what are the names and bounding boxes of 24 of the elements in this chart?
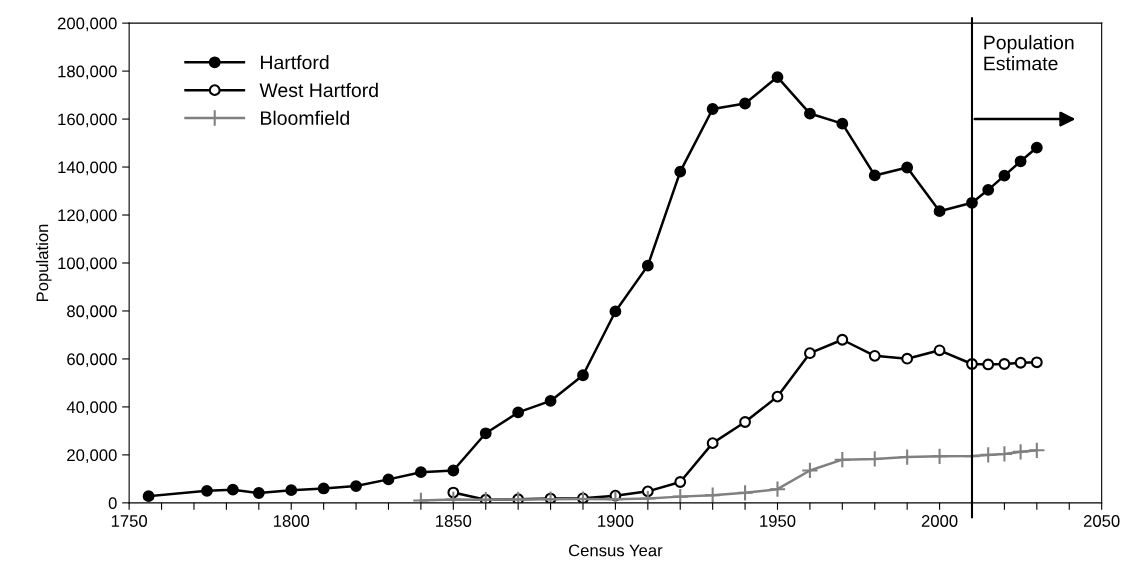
ref-line-label: Population Estimate [984, 35, 1074, 71]
y-tick-label: 60,000 [67, 353, 117, 368]
y-tick-label: 0 [108, 497, 117, 510]
x-tick-label: 1750 [111, 515, 148, 527]
y-tick-label: 120,000 [58, 209, 117, 224]
y-tick-label: 140,000 [58, 161, 117, 176]
y-tick-label: 100,000 [58, 257, 117, 272]
x-tick-label: 2050 [1083, 515, 1120, 527]
x-tick-label: 1850 [436, 515, 472, 527]
legend-label: West Hartford [259, 82, 378, 98]
x-tick-label: 2000 [921, 515, 958, 527]
y-tick-label: 20,000 [67, 449, 117, 464]
y-tick-label: 80,000 [67, 305, 117, 320]
x-tick-label: 1900 [598, 515, 634, 527]
legend-label: Bloomfield [261, 110, 349, 125]
y-tick-label: 40,000 [66, 401, 117, 416]
legend-label: Hartford [261, 55, 329, 70]
y-tick-label: 180,000 [58, 65, 117, 80]
x-axis-title: Census Year [568, 544, 663, 557]
y-axis-title: Population [36, 224, 52, 301]
y-tick-label: 200,000 [57, 17, 117, 32]
x-tick-label: 1950 [760, 515, 796, 527]
x-tick-label: 1800 [273, 515, 310, 527]
y-tick-label: 160,000 [58, 113, 117, 128]
